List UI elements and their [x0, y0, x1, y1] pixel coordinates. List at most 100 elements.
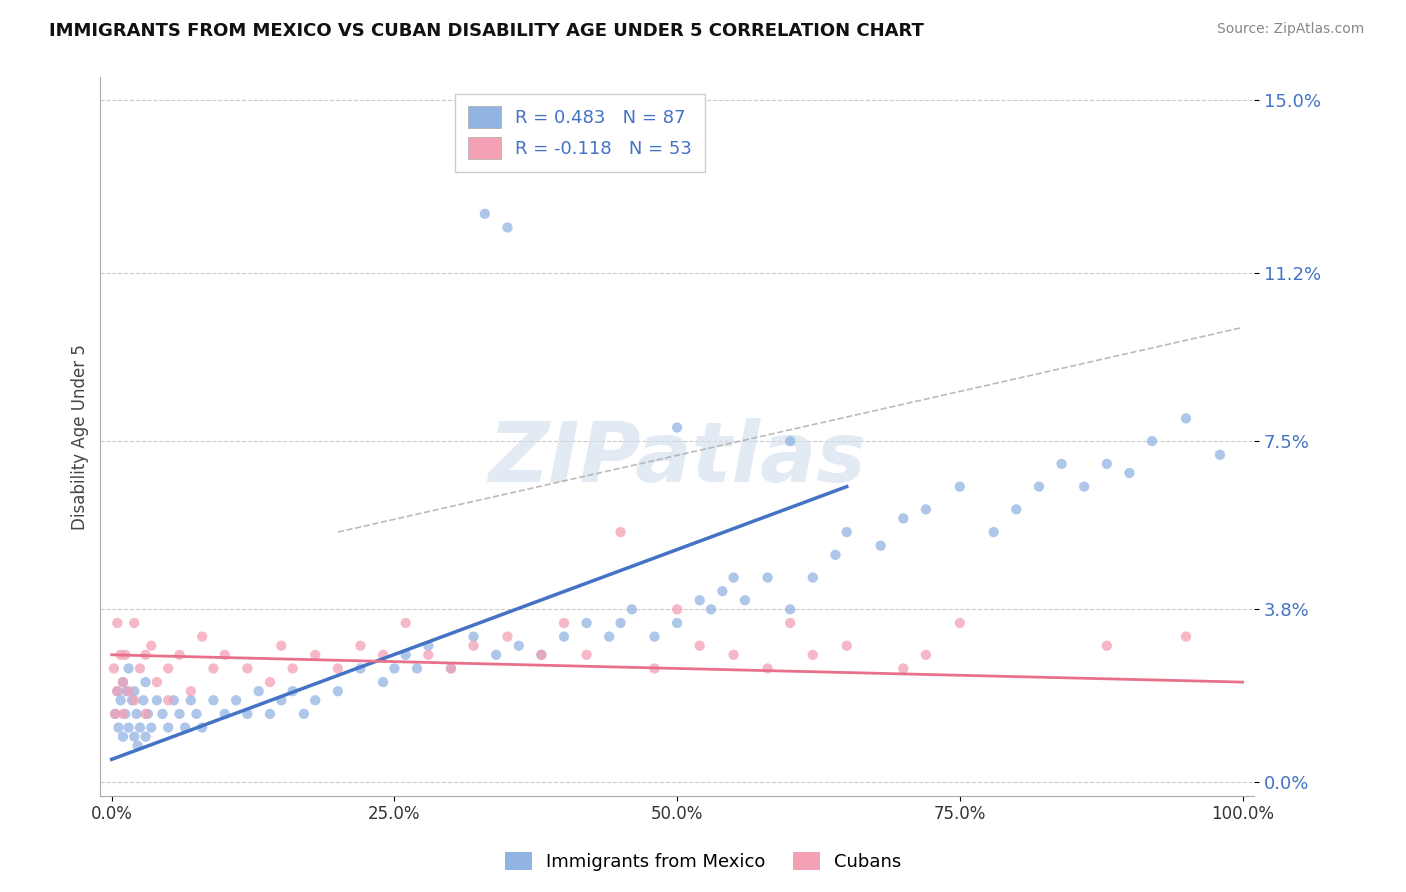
Point: [406, 661, 429, 675]
Point: [141, 721, 163, 735]
Point: [575, 615, 598, 630]
Point: [281, 661, 304, 675]
Point: [107, 721, 129, 735]
Point: [440, 661, 463, 675]
Y-axis label: Disability Age Under 5: Disability Age Under 5: [72, 343, 89, 530]
Point: [117, 661, 139, 675]
Point: [371, 675, 394, 690]
Point: [666, 602, 689, 616]
Point: [609, 615, 631, 630]
Point: [146, 693, 169, 707]
Point: [157, 721, 180, 735]
Point: [180, 684, 202, 698]
Point: [835, 639, 858, 653]
Point: [169, 648, 191, 662]
Text: Source: ZipAtlas.com: Source: ZipAtlas.com: [1216, 22, 1364, 37]
Point: [463, 630, 485, 644]
Point: [270, 693, 292, 707]
Point: [756, 570, 779, 584]
Point: [666, 420, 689, 434]
Point: [125, 706, 148, 721]
Point: [105, 684, 128, 698]
Point: [129, 661, 152, 675]
Point: [111, 675, 134, 690]
Point: [292, 706, 315, 721]
Point: [259, 706, 281, 721]
Point: [382, 661, 405, 675]
Point: [136, 706, 159, 721]
Point: [124, 730, 146, 744]
Point: [349, 661, 371, 675]
Point: [124, 684, 146, 698]
Point: [236, 661, 259, 675]
Point: [117, 684, 139, 698]
Point: [779, 602, 801, 616]
Point: [157, 661, 180, 675]
Point: [1095, 639, 1118, 653]
Point: [247, 684, 270, 698]
Point: [110, 693, 132, 707]
Point: [191, 630, 214, 644]
Point: [723, 648, 745, 662]
Point: [463, 639, 485, 653]
Point: [1140, 434, 1163, 449]
Point: [869, 539, 891, 553]
Point: [723, 570, 745, 584]
Point: [157, 693, 180, 707]
Point: [891, 511, 914, 525]
Point: [326, 684, 349, 698]
Point: [801, 648, 824, 662]
Point: [418, 639, 440, 653]
Point: [129, 721, 152, 735]
Point: [127, 739, 149, 753]
Point: [801, 570, 824, 584]
Point: [1073, 480, 1095, 494]
Point: [949, 480, 972, 494]
Point: [115, 684, 138, 698]
Point: [270, 639, 292, 653]
Point: [609, 524, 631, 539]
Point: [104, 706, 127, 721]
Point: [349, 639, 371, 653]
Point: [756, 661, 779, 675]
Point: [174, 721, 197, 735]
Point: [135, 675, 157, 690]
Point: [1028, 480, 1050, 494]
Point: [214, 648, 236, 662]
Point: [191, 721, 214, 735]
Point: [474, 207, 496, 221]
Point: [105, 615, 128, 630]
Point: [530, 648, 553, 662]
Point: [666, 615, 689, 630]
Point: [121, 693, 143, 707]
Point: [949, 615, 972, 630]
Point: [983, 524, 1005, 539]
Point: [643, 661, 665, 675]
Point: [124, 615, 146, 630]
Point: [508, 639, 530, 653]
Point: [598, 630, 620, 644]
Point: [135, 730, 157, 744]
Point: [202, 693, 225, 707]
Point: [169, 706, 191, 721]
Point: [326, 661, 349, 675]
Point: [1050, 457, 1073, 471]
Point: [111, 675, 134, 690]
Point: [689, 593, 711, 607]
Point: [105, 684, 128, 698]
Point: [117, 721, 139, 735]
Point: [135, 648, 157, 662]
Point: [530, 648, 553, 662]
Point: [643, 630, 665, 644]
Point: [141, 639, 163, 653]
Text: IMMIGRANTS FROM MEXICO VS CUBAN DISABILITY AGE UNDER 5 CORRELATION CHART: IMMIGRANTS FROM MEXICO VS CUBAN DISABILI…: [49, 22, 924, 40]
Point: [259, 675, 281, 690]
Point: [700, 602, 723, 616]
Point: [1175, 411, 1198, 425]
Point: [891, 661, 914, 675]
Point: [114, 648, 136, 662]
Point: [689, 639, 711, 653]
Point: [111, 730, 134, 744]
Point: [440, 661, 463, 675]
Point: [114, 706, 136, 721]
